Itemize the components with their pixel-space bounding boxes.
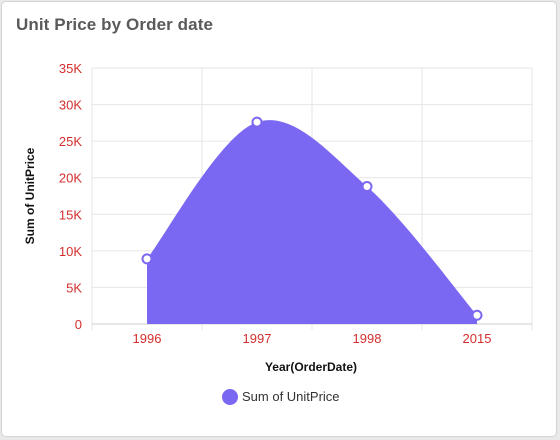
y-tick-label: 30K xyxy=(59,98,82,113)
data-point[interactable] xyxy=(141,253,153,265)
series-area[interactable] xyxy=(147,120,477,325)
x-tick-label: 1997 xyxy=(243,331,272,346)
y-axis-title: Sum of UnitPrice xyxy=(23,147,37,244)
legend-label: Sum of UnitPrice xyxy=(242,389,340,404)
y-tick-label: 15K xyxy=(59,207,82,222)
area-layer xyxy=(147,120,477,325)
x-axis-title: Year(OrderDate) xyxy=(265,360,357,374)
y-tick-label: 0 xyxy=(75,317,82,332)
y-tick-label: 25K xyxy=(59,134,82,149)
x-tick-label: 1998 xyxy=(353,331,382,346)
markers xyxy=(141,116,483,321)
y-tick-label: 35K xyxy=(59,61,82,76)
data-point[interactable] xyxy=(471,309,483,321)
x-tick-label: 2015 xyxy=(463,331,492,346)
data-point[interactable] xyxy=(251,116,263,128)
x-tick-label: 1996 xyxy=(133,331,162,346)
y-tick-label: 20K xyxy=(59,171,82,186)
data-point[interactable] xyxy=(361,180,373,192)
legend-swatch xyxy=(222,389,238,405)
chart-title: Unit Price by Order date xyxy=(16,15,214,34)
legend[interactable]: Sum of UnitPrice xyxy=(222,389,340,405)
x-axis-ticks: 1996 1997 1998 2015 xyxy=(133,331,492,346)
y-tick-label: 5K xyxy=(66,280,82,295)
y-axis-ticks: 0 5K 10K 15K 20K 25K 30K 35K xyxy=(59,61,82,332)
y-tick-label: 10K xyxy=(59,244,82,259)
